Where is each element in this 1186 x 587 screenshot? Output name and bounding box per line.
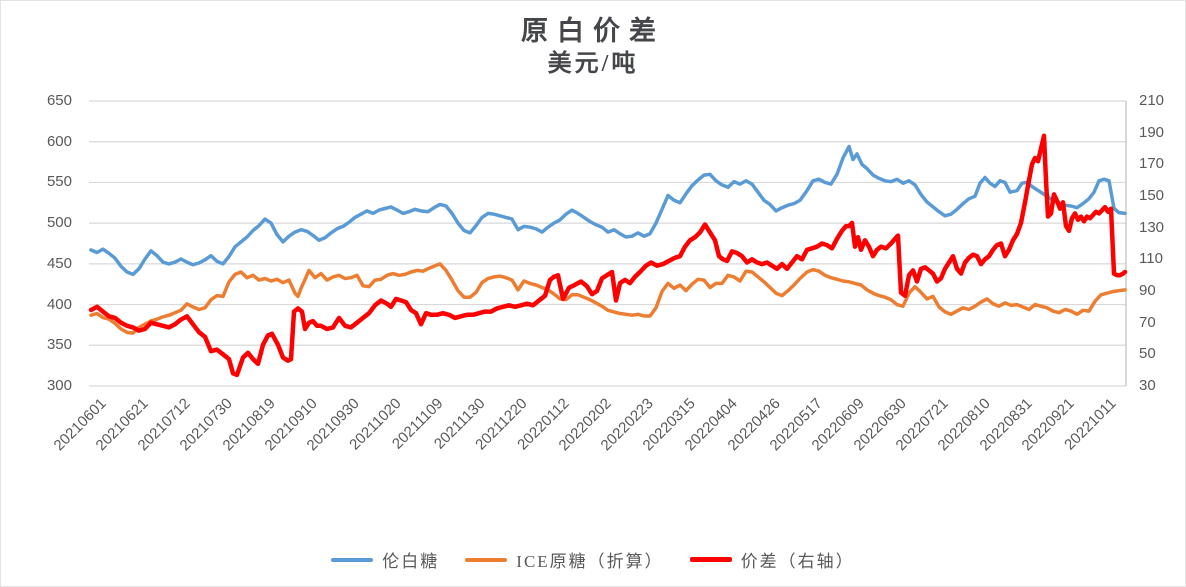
legend-item-label: 价差（右轴） [740,552,855,571]
left-axis-tick-label: 400 [46,295,72,313]
legend-item-spread-right-axis: 价差（右轴） [689,547,855,572]
chart-header: 原白价差 美元/吨 [1,15,1185,80]
right-axis-tick-label: 170 [1139,155,1165,173]
legend-item-label: 伦白糖 [382,552,440,571]
chart-legend: 伦白糖 ICE原糖（折算） 价差（右轴） [1,547,1185,572]
chart-unit-subtitle: 美元/吨 [547,50,639,77]
left-axis-tick-label: 450 [46,254,72,272]
legend-item-ice-raw-sugar-converted: ICE原糖（折算） [465,547,663,572]
left-axis-tick-label: 600 [46,132,72,150]
right-axis-tick-label: 30 [1139,377,1156,394]
right-axis-tick-label: 130 [1139,218,1165,236]
series-line-london-white-sugar [89,144,1127,277]
left-axis-tick-label: 350 [46,336,72,354]
right-axis-tick-label: 70 [1139,313,1156,331]
left-axis-tick-label: 500 [46,214,72,232]
right-axis-tick-label: 150 [1139,187,1165,204]
legend-line-swatch-icon [465,557,508,562]
right-axis-tick-label: 210 [1139,92,1165,109]
chart-title: 原白价差 [521,16,665,46]
legend-item-london-white-sugar: 伦白糖 [331,547,439,572]
right-axis-tick-label: 190 [1139,123,1165,141]
legend-line-swatch-icon [689,557,732,562]
left-axis-tick-label: 300 [46,377,72,394]
legend-item-label: ICE原糖（折算） [516,552,664,571]
series-line-ice-raw-sugar-converted [89,262,1127,335]
legend-line-swatch-icon [331,557,374,562]
right-axis-tick-label: 90 [1139,282,1156,299]
right-axis-tick-label: 110 [1139,250,1163,268]
right-axis-tick-label: 50 [1139,345,1156,363]
left-axis-tick-label: 650 [46,92,72,109]
left-axis-tick-label: 550 [46,173,72,191]
series-line-spread-right-axis [88,133,1128,378]
